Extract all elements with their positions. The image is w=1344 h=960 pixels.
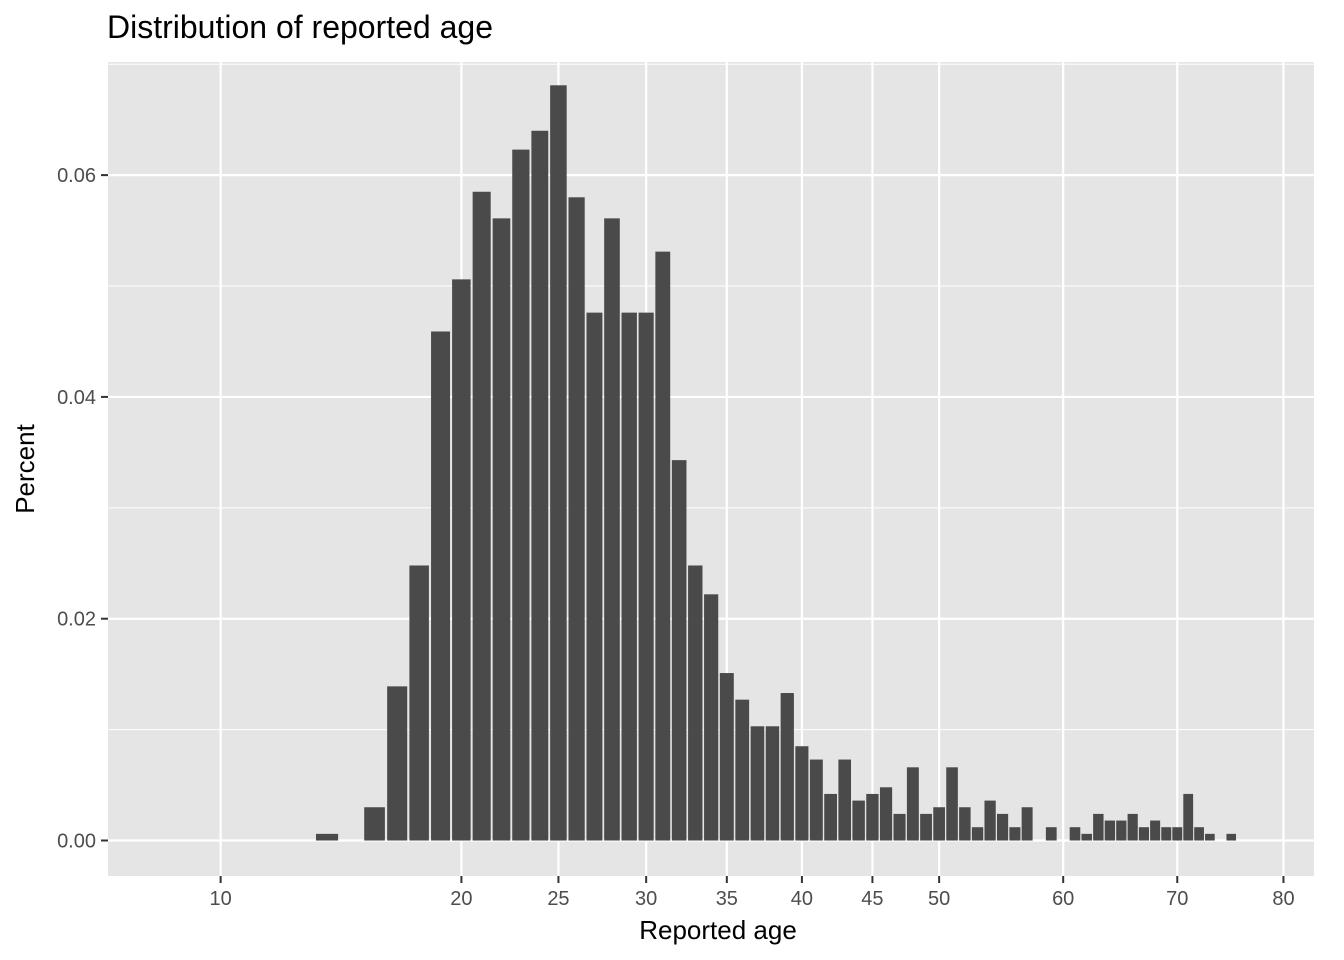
- histogram-bar: [1009, 827, 1021, 841]
- histogram-bar: [1183, 793, 1194, 841]
- histogram-bar: [765, 726, 780, 841]
- histogram-bar: [1045, 827, 1057, 841]
- histogram-bar: [879, 787, 893, 841]
- x-tick-label: 70: [1166, 888, 1188, 910]
- chart-title: Distribution of reported age: [107, 9, 493, 45]
- x-tick-label: 20: [450, 888, 472, 910]
- histogram-bar: [1069, 827, 1081, 841]
- histogram-bar: [1150, 820, 1161, 841]
- histogram-bar: [621, 312, 637, 841]
- histogram-bar: [971, 827, 984, 841]
- histogram-bar: [431, 331, 451, 841]
- histogram-bar: [1205, 833, 1215, 841]
- histogram-bar: [933, 807, 945, 841]
- histogram-bar: [1021, 807, 1033, 841]
- histogram-bar: [946, 767, 958, 841]
- histogram-bar: [1104, 820, 1116, 841]
- histogram-bar: [704, 594, 719, 841]
- histogram-bar: [531, 130, 549, 841]
- x-axis-title: Reported age: [639, 915, 797, 945]
- x-tick-label: 80: [1272, 888, 1294, 910]
- histogram-bar: [906, 767, 919, 841]
- y-axis-title: Percent: [10, 423, 40, 513]
- histogram-bar: [688, 565, 703, 841]
- histogram-bar: [604, 218, 620, 841]
- histogram-bar: [866, 793, 879, 841]
- histogram-bar: [1093, 813, 1104, 841]
- bars: [315, 85, 1237, 841]
- y-tick-label: 0.02: [57, 609, 96, 631]
- x-tick-label: 10: [210, 888, 232, 910]
- minor-gridlines-y: [108, 63, 1314, 731]
- histogram-bar: [852, 800, 865, 841]
- histogram-bar: [838, 759, 852, 841]
- histogram-bar: [387, 686, 408, 841]
- histogram-bar: [550, 85, 567, 841]
- histogram-bar: [996, 813, 1009, 841]
- histogram-bar: [1116, 820, 1127, 841]
- histogram-bar: [824, 793, 837, 841]
- histogram-bar: [638, 312, 654, 841]
- histogram-bar: [492, 218, 511, 841]
- histogram-bar: [893, 813, 906, 841]
- x-tick-label: 25: [547, 888, 569, 910]
- histogram-bar: [920, 813, 932, 841]
- histogram-bar: [452, 279, 471, 841]
- x-tick-label: 30: [635, 888, 657, 910]
- histogram-bar: [1138, 827, 1150, 841]
- histogram-bar: [780, 693, 794, 841]
- histogram-bar: [1081, 833, 1092, 841]
- histogram-bar: [655, 251, 671, 841]
- x-tick-label: 45: [861, 888, 883, 910]
- histogram-bar: [750, 726, 765, 841]
- histogram-bar: [959, 807, 971, 841]
- histogram-bar: [315, 833, 339, 841]
- x-tick-label: 60: [1052, 888, 1074, 910]
- histogram-bar: [984, 800, 996, 841]
- x-tick-label: 50: [928, 888, 950, 910]
- histogram-bar: [795, 746, 809, 841]
- histogram-bar: [512, 149, 530, 841]
- histogram-bar: [586, 312, 603, 841]
- histogram-bar: [409, 565, 429, 841]
- y-tick-label: 0.06: [57, 165, 96, 187]
- histogram-bar: [671, 460, 687, 841]
- y-axis: 0.00 0.02 0.04 0.06: [57, 165, 108, 853]
- x-axis: 10 20 25 30 35 40 45 50 60 70 80: [210, 876, 1295, 910]
- histogram-bar: [1172, 827, 1183, 841]
- histogram-bar: [568, 197, 585, 841]
- histogram-bar: [735, 699, 750, 841]
- histogram-bar: [364, 807, 385, 841]
- x-tick-label: 40: [791, 888, 813, 910]
- histogram-bar: [809, 759, 823, 841]
- histogram-bar: [1127, 813, 1138, 841]
- y-tick-label: 0.04: [57, 387, 96, 409]
- histogram-bar: [1194, 827, 1204, 841]
- histogram-bar: [1226, 833, 1237, 841]
- x-tick-label: 35: [716, 888, 738, 910]
- y-tick-label: 0.00: [57, 831, 96, 853]
- histogram-bar: [472, 191, 491, 841]
- histogram-bar: [719, 673, 734, 841]
- histogram-bar: [1161, 827, 1172, 841]
